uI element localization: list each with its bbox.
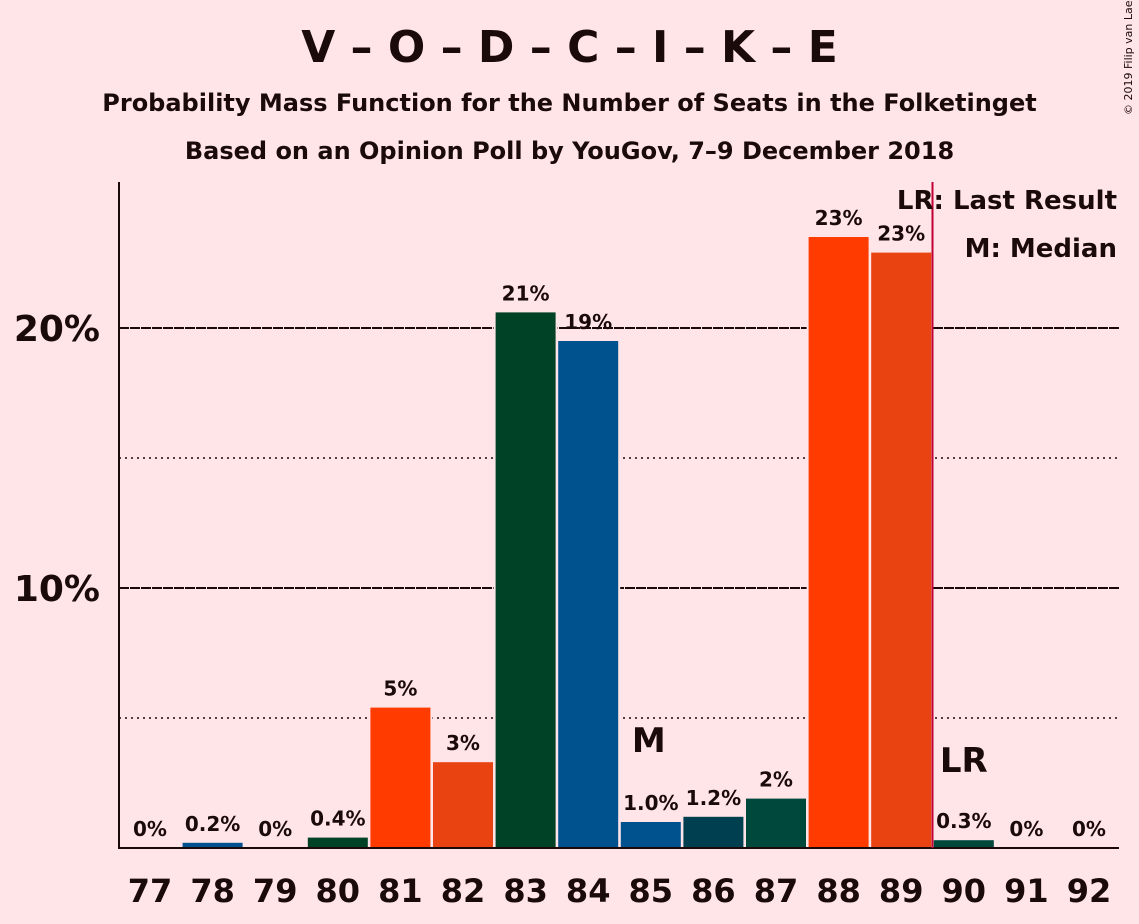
data-label-89: 23% xyxy=(877,222,925,246)
legend-last-result: LR: Last Result xyxy=(897,186,1117,216)
data-label-92: 0% xyxy=(1072,817,1106,841)
x-tick-85: 85 xyxy=(629,872,674,910)
x-tick-87: 87 xyxy=(754,872,799,910)
x-tick-92: 92 xyxy=(1067,872,1112,910)
chart-source: Based on an Opinion Poll by YouGov, 7–9 … xyxy=(184,137,955,165)
bar-seats-83 xyxy=(495,312,556,848)
bar-seats-85 xyxy=(620,822,681,848)
x-tick-88: 88 xyxy=(816,872,861,910)
x-tick-80: 80 xyxy=(316,872,361,910)
x-tick-83: 83 xyxy=(503,872,548,910)
data-label-83: 21% xyxy=(502,281,550,305)
data-label-80: 0.4% xyxy=(310,807,365,831)
chart-title: V – O – D – C – I – K – E xyxy=(301,22,838,73)
x-tick-78: 78 xyxy=(190,872,235,910)
chart-subtitle: Probability Mass Function for the Number… xyxy=(102,89,1037,117)
data-label-82: 3% xyxy=(446,731,480,755)
x-tick-77: 77 xyxy=(128,872,173,910)
bars: 0% 77 0.2% 78 0% 79 0.4% 80 5% 81 3% 82 21% 83 19% 84 1.… xyxy=(128,206,1112,910)
x-tick-89: 89 xyxy=(879,872,924,910)
data-label-91: 0% xyxy=(1009,817,1043,841)
data-label-87: 2% xyxy=(759,768,793,792)
data-label-85: 1.0% xyxy=(623,791,678,815)
y-tick-label: 20% xyxy=(14,309,100,350)
y-tick-label: 10% xyxy=(14,569,100,610)
x-tick-81: 81 xyxy=(378,872,423,910)
bar-seats-80 xyxy=(307,837,368,848)
median-marker: M xyxy=(632,721,666,761)
bar-seats-86 xyxy=(683,816,744,848)
bar-seats-78 xyxy=(182,842,243,848)
x-tick-84: 84 xyxy=(566,872,611,910)
data-label-88: 23% xyxy=(815,206,863,230)
bar-seats-88 xyxy=(808,237,869,848)
data-label-78: 0.2% xyxy=(185,812,240,836)
data-label-79: 0% xyxy=(258,817,292,841)
x-tick-90: 90 xyxy=(942,872,987,910)
bar-seats-90 xyxy=(933,840,994,848)
bar-seats-87 xyxy=(746,798,806,848)
x-tick-82: 82 xyxy=(441,872,486,910)
x-tick-79: 79 xyxy=(253,872,298,910)
bar-seats-81 xyxy=(370,707,431,848)
legend-median: M: Median xyxy=(965,234,1117,264)
last-result-marker: LR xyxy=(940,741,988,781)
bar-seats-89 xyxy=(871,252,932,849)
data-label-86: 1.2% xyxy=(686,786,741,810)
data-label-90: 0.3% xyxy=(936,809,991,833)
x-tick-91: 91 xyxy=(1004,872,1049,910)
x-tick-86: 86 xyxy=(691,872,736,910)
data-label-84: 19% xyxy=(564,310,612,334)
data-label-81: 5% xyxy=(383,677,417,701)
data-label-77: 0% xyxy=(133,817,167,841)
bar-seats-82 xyxy=(433,762,493,848)
bar-seats-84 xyxy=(558,341,619,848)
